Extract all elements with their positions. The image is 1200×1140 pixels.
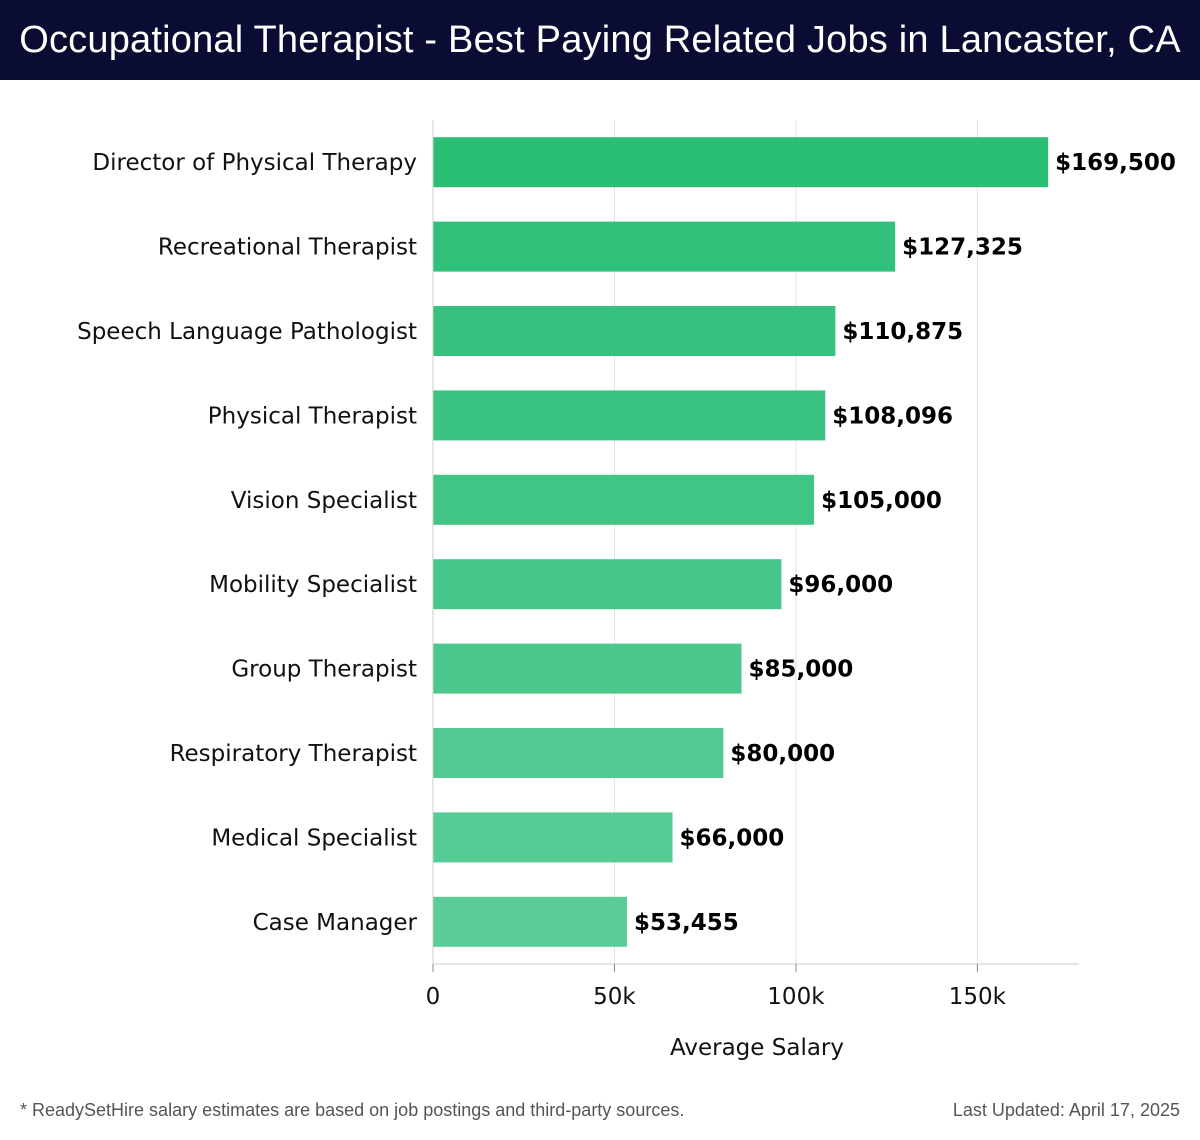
title-bar: Occupational Therapist - Best Paying Rel… bbox=[0, 0, 1200, 80]
value-label: $53,455 bbox=[634, 910, 739, 936]
bar bbox=[433, 896, 627, 947]
value-label: $108,096 bbox=[832, 403, 953, 429]
value-label: $80,000 bbox=[730, 741, 835, 767]
axes: 0 50k 100k 150k bbox=[426, 120, 1079, 1010]
category-label: Group Therapist bbox=[231, 657, 417, 683]
category-label: Recreational Therapist bbox=[158, 235, 417, 261]
bars: Director of Physical Therapy $169,500 Recr… bbox=[77, 137, 1176, 947]
value-label: $169,500 bbox=[1055, 150, 1176, 176]
value-label: $110,875 bbox=[842, 319, 963, 345]
bar bbox=[433, 137, 1049, 188]
category-label: Mobility Specialist bbox=[209, 572, 417, 598]
value-label: $105,000 bbox=[821, 488, 942, 514]
bar bbox=[433, 306, 836, 356]
bar bbox=[433, 559, 782, 610]
bar bbox=[433, 643, 742, 694]
value-label: $66,000 bbox=[680, 825, 785, 851]
category-label: Medical Specialist bbox=[211, 825, 417, 851]
value-label: $127,325 bbox=[902, 235, 1023, 261]
value-label: $96,000 bbox=[788, 572, 893, 598]
x-axis-title: Average Salary bbox=[670, 1035, 844, 1061]
category-label: Director of Physical Therapy bbox=[92, 150, 417, 176]
bar bbox=[433, 812, 673, 863]
x-tick-label: 50k bbox=[593, 984, 636, 1010]
x-tick-label: 100k bbox=[767, 984, 825, 1010]
category-label: Respiratory Therapist bbox=[170, 741, 417, 767]
category-label: Case Manager bbox=[253, 910, 418, 936]
category-label: Physical Therapist bbox=[208, 403, 417, 429]
last-updated: Last Updated: April 17, 2025 bbox=[952, 1100, 1180, 1120]
x-tick-label: 0 bbox=[426, 984, 441, 1010]
bar-chart: Director of Physical Therapy $169,500 Recr… bbox=[77, 120, 1176, 1061]
bar bbox=[433, 728, 724, 778]
footer-note: * ReadySetHire salary estimates are base… bbox=[20, 1100, 685, 1120]
category-label: Speech Language Pathologist bbox=[77, 319, 417, 345]
category-label: Vision Specialist bbox=[231, 488, 417, 514]
bar bbox=[433, 474, 815, 525]
bar bbox=[433, 390, 826, 441]
chart-title: Occupational Therapist - Best Paying Rel… bbox=[19, 18, 1181, 61]
x-tick-label: 150k bbox=[949, 984, 1007, 1010]
bar bbox=[433, 221, 896, 272]
value-label: $85,000 bbox=[748, 657, 853, 683]
